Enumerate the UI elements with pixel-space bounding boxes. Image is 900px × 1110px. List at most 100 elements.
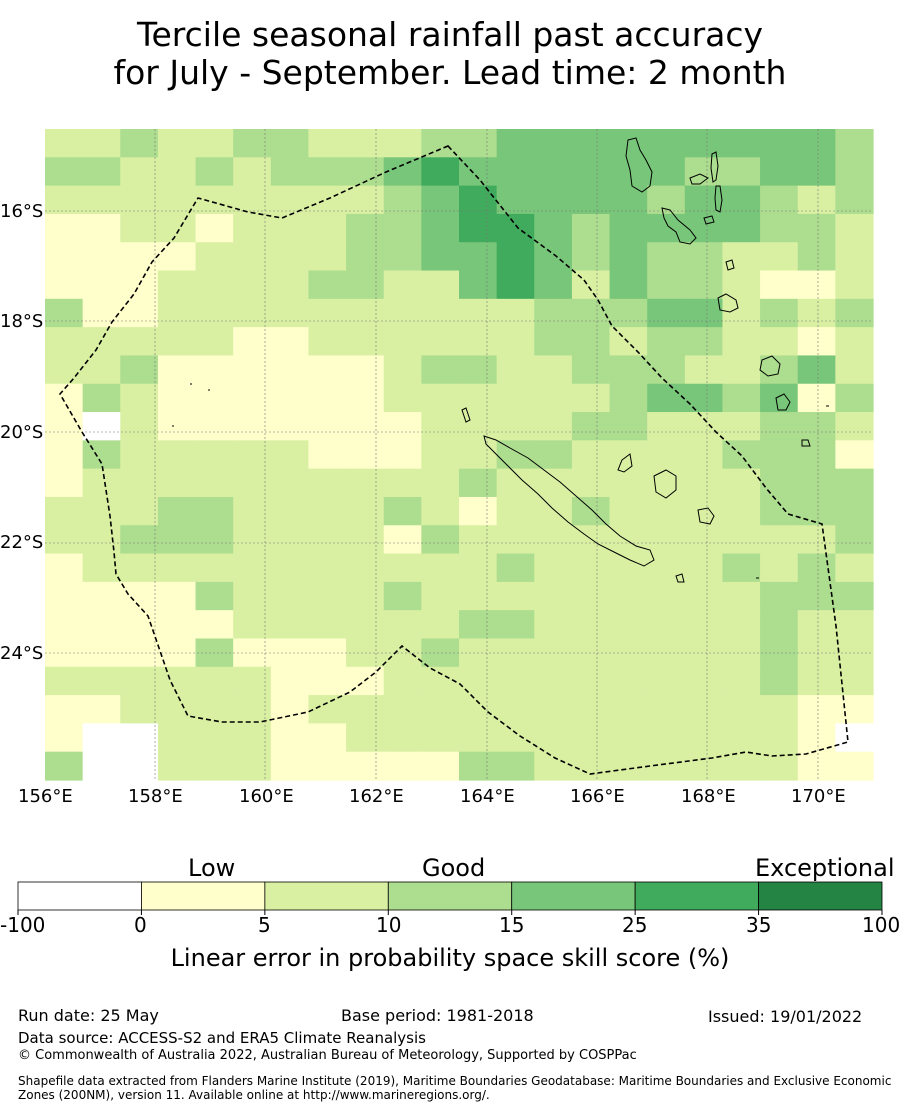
skill-cell (609, 157, 648, 187)
data-source: Data source: ACCESS-S2 and ERA5 Climate … (18, 1029, 426, 1047)
skill-cell (760, 129, 799, 158)
skill-cell (459, 270, 498, 300)
colorbar-segment (511, 881, 636, 911)
skill-cell (120, 440, 159, 470)
skill-cell (571, 213, 611, 243)
skill-cell (459, 129, 498, 158)
skill-cell (421, 751, 460, 781)
skill-cell (684, 638, 724, 668)
skill-cell (157, 723, 197, 753)
lon-label-166E: 166°E (570, 786, 625, 807)
skill-cell (233, 553, 272, 583)
skill-cell (383, 723, 422, 753)
skill-cell (571, 129, 611, 158)
skill-cell (195, 525, 234, 555)
skill-cell (270, 695, 310, 724)
skill-cell (120, 751, 159, 781)
island-tanna (775, 393, 791, 411)
skill-cell (647, 270, 686, 300)
skill-cell (571, 666, 611, 696)
skill-cell (346, 327, 385, 357)
skill-cell (270, 242, 310, 272)
skill-cell (120, 553, 159, 583)
skill-cell (459, 185, 498, 215)
skill-cell (45, 581, 84, 611)
skill-cell (684, 496, 724, 526)
skill-cell (233, 468, 272, 498)
skill-cell (308, 525, 347, 555)
skill-cell (760, 213, 799, 243)
skill-cell (157, 157, 197, 187)
skill-cell (797, 723, 836, 753)
skill-cell (82, 298, 121, 328)
skill-cell (496, 581, 535, 611)
skill-cell (45, 525, 84, 555)
skill-cell (421, 157, 460, 187)
skill-cell (308, 213, 347, 243)
skill-cell (195, 185, 234, 215)
skill-cell (684, 412, 724, 441)
skill-cell (120, 213, 159, 243)
skill-cell (421, 723, 460, 753)
skill-cell (157, 468, 197, 498)
skill-cell (120, 412, 159, 441)
skill-cell (157, 496, 197, 526)
skill-cell (459, 412, 498, 441)
skill-cell (421, 581, 460, 611)
skill-cell (383, 666, 422, 696)
colorbar-tick: 25 (622, 913, 648, 937)
skill-cell (534, 553, 573, 583)
skill-cell (835, 610, 874, 640)
skill-cell (233, 383, 272, 413)
skill-cell (270, 213, 310, 243)
skill-cell (346, 412, 385, 441)
skill-cell (346, 581, 385, 611)
skill-cell (82, 581, 121, 611)
skill-cell (421, 327, 460, 357)
skill-cell (459, 298, 498, 328)
skill-cell (233, 129, 272, 158)
skill-cell (308, 270, 347, 300)
skill-cell (571, 270, 611, 300)
skill-cell (195, 468, 234, 498)
skill-cell (496, 383, 535, 413)
skill-cell (45, 157, 84, 187)
skill-cell (383, 242, 422, 272)
skill-cell (571, 581, 611, 611)
skill-cell (496, 751, 535, 781)
skill-cell (383, 355, 422, 385)
skill-cell (157, 610, 197, 640)
skill-cell (571, 383, 611, 413)
island-grande-terre (483, 435, 655, 567)
skill-cell (421, 610, 460, 640)
skill-cell (233, 581, 272, 611)
island-malakula (661, 207, 697, 245)
skill-cell (45, 638, 84, 668)
skill-cell (346, 525, 385, 555)
skill-cell (308, 468, 347, 498)
skill-cell (120, 185, 159, 215)
skill-cell (571, 242, 611, 272)
skill-cell (421, 213, 460, 243)
skill-cell (308, 412, 347, 441)
skill-cell (797, 666, 836, 696)
skill-cell (383, 553, 422, 583)
skill-cell (534, 298, 573, 328)
skill-cell (760, 723, 799, 753)
skill-cell (647, 412, 686, 441)
colorbar (17, 881, 883, 915)
skill-cell (534, 157, 573, 187)
skill-cell (647, 129, 686, 158)
skill-cell (308, 610, 347, 640)
skill-cell (797, 129, 836, 158)
skill-cell (647, 298, 686, 328)
skill-cell (82, 270, 121, 300)
skill-cell (120, 610, 159, 640)
skill-cell (684, 383, 724, 413)
skill-cell (308, 185, 347, 215)
skill-cell (647, 327, 686, 357)
skill-cell (647, 666, 686, 696)
skill-cell (534, 185, 573, 215)
skill-cell (684, 298, 724, 328)
skill-cell (421, 298, 460, 328)
